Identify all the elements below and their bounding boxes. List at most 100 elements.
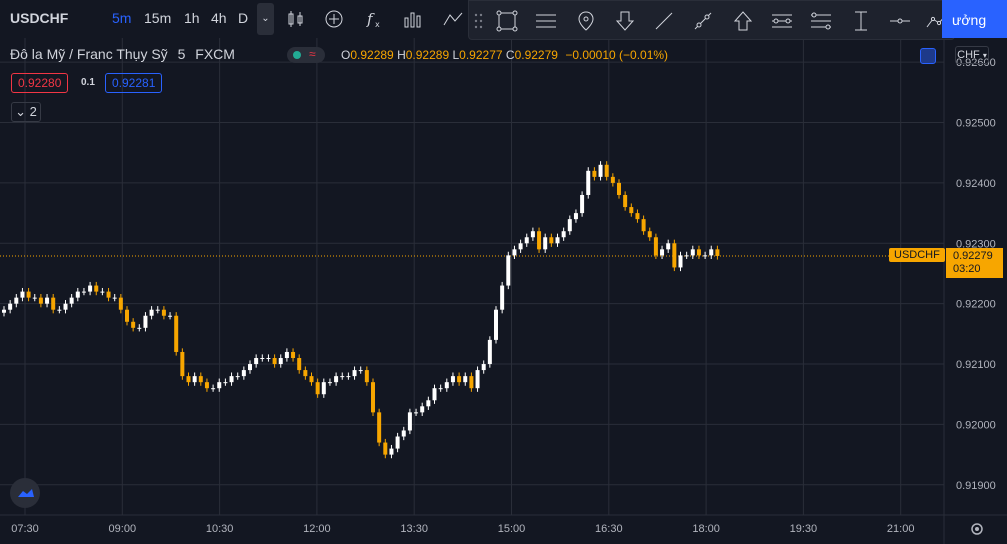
trade-button[interactable]: ưởng xyxy=(942,0,1007,38)
candle-body xyxy=(666,243,671,250)
timeframe-15m[interactable]: 15m xyxy=(144,10,172,26)
price-tick-label: 0.92000 xyxy=(956,419,996,431)
high-value: 0.92289 xyxy=(405,48,450,62)
price-marker-icon[interactable] xyxy=(574,9,598,33)
candle-body xyxy=(475,370,480,389)
buy-price-button[interactable]: 0.92281 xyxy=(105,73,163,93)
rectangle-tool-icon[interactable] xyxy=(495,9,519,33)
indicators-toggle[interactable]: ⌄ 2 xyxy=(11,102,41,122)
candle-body xyxy=(653,237,658,256)
candle-body xyxy=(672,243,677,268)
candle-body xyxy=(8,303,13,310)
candle-body xyxy=(487,339,492,365)
sell-price-button[interactable]: 0.92280 xyxy=(11,73,69,93)
time-tick-label: 07:30 xyxy=(11,523,39,535)
candle-body xyxy=(161,309,166,316)
candles xyxy=(2,161,720,459)
candle-body xyxy=(143,315,148,328)
market-status-pill[interactable]: ≈ xyxy=(287,47,325,63)
candle-body xyxy=(45,297,50,304)
chart-grid xyxy=(0,38,944,515)
candle-body xyxy=(641,219,646,232)
candle-body xyxy=(38,297,43,304)
candle-body xyxy=(377,412,382,443)
vertical-range-icon[interactable] xyxy=(849,9,873,33)
candle-body xyxy=(340,376,345,378)
candle-body xyxy=(617,182,621,195)
price-tick-label: 0.92200 xyxy=(956,299,996,311)
candle-body xyxy=(432,388,437,401)
timeframe-5m[interactable]: 5m xyxy=(112,10,132,26)
horizontal-lines-icon[interactable] xyxy=(534,9,558,33)
candle-body xyxy=(364,370,369,383)
time-axis[interactable]: 07:30 09:00 10:30 12:00 13:30 15:00 16:30 18:00… xyxy=(11,523,914,535)
candle-body xyxy=(623,194,628,208)
candle-body xyxy=(125,309,129,322)
drawing-toolbar xyxy=(468,0,955,40)
ray-line-icon[interactable] xyxy=(691,9,715,33)
ohlc-values: O0.92289 H0.92289 L0.92277 C0.92279 −0.0… xyxy=(341,48,669,62)
candle-body xyxy=(420,406,425,413)
bar-chart-icon[interactable] xyxy=(402,9,424,29)
arrow-down-icon[interactable] xyxy=(613,9,637,33)
candle-body xyxy=(371,382,375,413)
fib-retracement-icon[interactable] xyxy=(809,9,833,33)
candle-body xyxy=(168,315,173,317)
parallel-channel-icon[interactable] xyxy=(770,9,794,33)
candle-body xyxy=(63,303,68,310)
candle-body xyxy=(518,243,523,250)
timeframe-1h[interactable]: 1h xyxy=(184,10,200,26)
drag-handle-icon[interactable] xyxy=(473,9,485,33)
compare-icon[interactable] xyxy=(442,9,464,29)
candle-body xyxy=(444,382,449,389)
candle-body xyxy=(118,297,123,310)
candle-body xyxy=(248,364,252,371)
timeframe-4h[interactable]: 4h xyxy=(211,10,227,26)
price-axis[interactable]: 0.926000.925000.924000.923000.922000.921… xyxy=(956,57,996,492)
horizontal-ray-icon[interactable] xyxy=(888,9,912,33)
countdown-value: 03:20 xyxy=(953,263,981,275)
auto-scale-icon[interactable] xyxy=(920,48,936,64)
candle-body xyxy=(186,376,191,383)
candle-body xyxy=(660,249,665,256)
candle-body xyxy=(204,382,209,389)
add-indicator-icon[interactable] xyxy=(324,9,344,29)
candle-body xyxy=(537,231,542,250)
timeframe-dropdown-icon[interactable]: ⌄ xyxy=(257,3,274,35)
candle-body xyxy=(278,358,283,365)
timeframe-d[interactable]: D xyxy=(238,10,249,26)
candle-body xyxy=(315,382,320,395)
candle-body xyxy=(407,412,412,431)
candle-body xyxy=(20,291,25,298)
candle-body xyxy=(106,291,111,298)
candle-body xyxy=(715,249,720,256)
candle-body xyxy=(604,164,609,177)
candle-body xyxy=(229,376,234,383)
candle-body xyxy=(297,358,302,371)
candle-body xyxy=(543,237,548,250)
candle-body xyxy=(506,255,511,286)
trend-line-icon[interactable] xyxy=(652,9,676,33)
legend-interval: 5 xyxy=(177,46,186,62)
tradingview-logo-icon[interactable] xyxy=(10,478,40,508)
currency-selector[interactable]: CHF ▾ xyxy=(955,46,989,64)
candles-icon[interactable] xyxy=(286,9,306,29)
candle-body xyxy=(678,255,683,268)
candle-body xyxy=(155,309,160,311)
indicators-count: 2 xyxy=(29,104,37,119)
candle-body xyxy=(260,358,265,360)
candle-body xyxy=(690,249,695,256)
low-value: 0.92277 xyxy=(459,48,503,62)
candle-body xyxy=(327,382,332,384)
candle-body xyxy=(481,364,486,371)
candle-body xyxy=(524,237,529,244)
symbol-label[interactable]: USDCHF xyxy=(10,10,69,26)
arrow-up-icon[interactable] xyxy=(731,9,755,33)
candle-body xyxy=(75,291,80,298)
time-tick-label: 21:00 xyxy=(887,523,915,535)
svg-text:x: x xyxy=(375,20,380,29)
candle-body xyxy=(241,370,246,377)
settings-gear-icon[interactable] xyxy=(971,523,983,535)
